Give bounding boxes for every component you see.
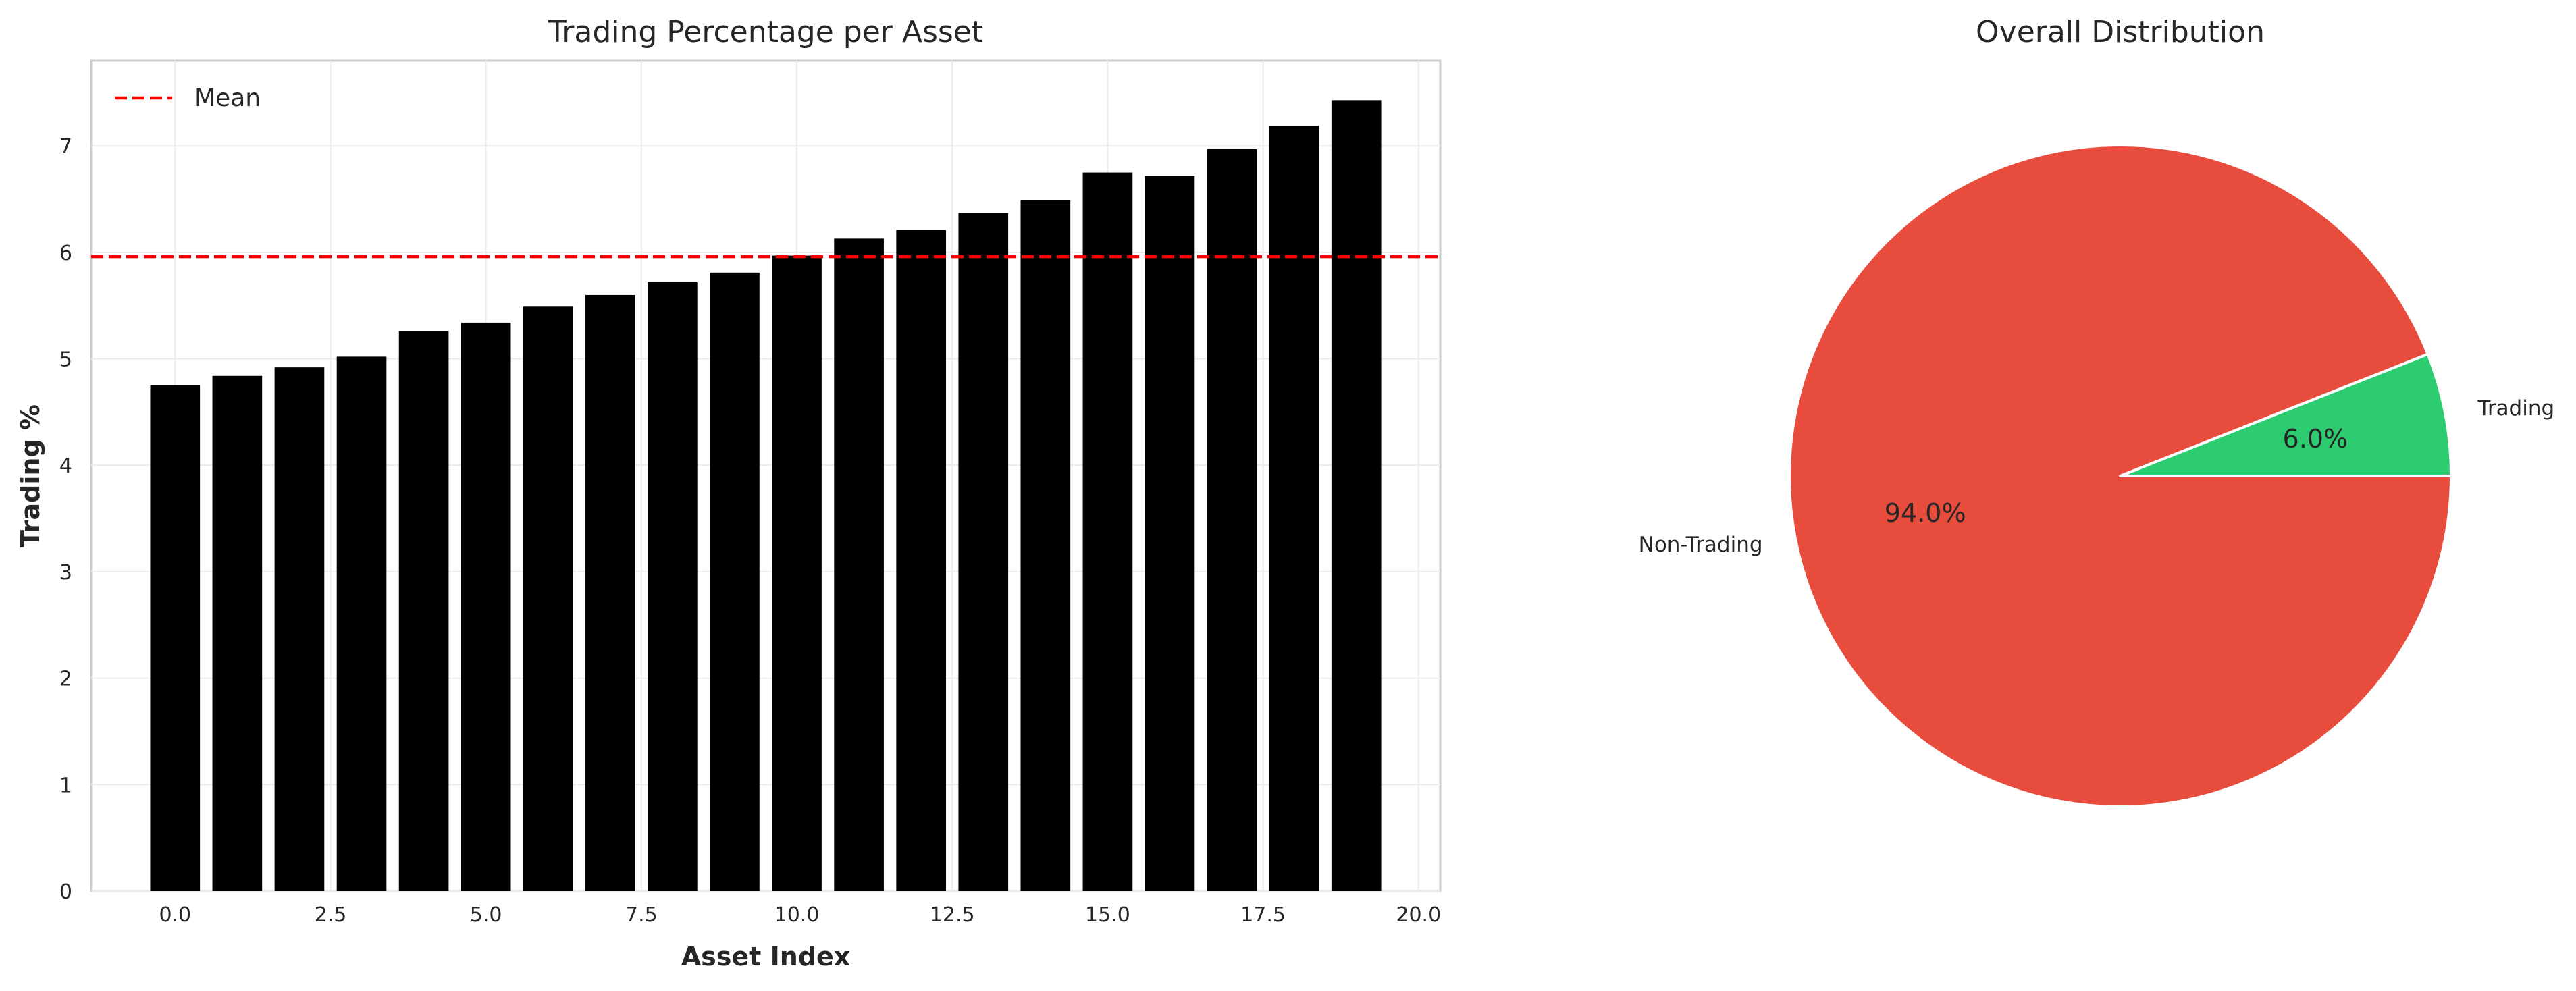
y-tick-label: 4	[59, 454, 72, 478]
x-tick-label: 0.0	[159, 903, 191, 927]
bar	[1020, 200, 1071, 892]
bar-marks	[150, 100, 1382, 892]
bar-chart-title: Trading Percentage per Asset	[548, 15, 983, 49]
x-tick-label: 2.5	[315, 903, 347, 927]
bar-ticks: 0.0 2.5 5.0 7.5 10.0 12.5 15.0 17.5 20.0 0 1 2 3 4 5 6 7	[59, 135, 1441, 927]
bar	[585, 294, 635, 891]
bar-x-axis-label: Asset Index	[681, 942, 851, 971]
y-tick-label: 3	[59, 561, 72, 585]
bar	[398, 331, 449, 891]
bar	[274, 367, 325, 891]
x-tick-label: 20.0	[1396, 903, 1441, 927]
bar	[958, 213, 1009, 891]
x-tick-label: 10.0	[774, 903, 820, 927]
pie-pct-label: 94.0%	[1885, 498, 1966, 528]
bar	[1207, 149, 1257, 891]
pie-slice	[1788, 144, 2452, 808]
pie-slices	[1788, 144, 2452, 808]
y-tick-label: 6	[59, 242, 72, 265]
bar	[710, 272, 760, 891]
bar	[150, 385, 201, 891]
bar	[461, 322, 511, 891]
pie-labels: Trading 6.0% Non-Trading 94.0%	[1639, 396, 2555, 557]
x-tick-label: 7.5	[625, 903, 658, 927]
pie-slice-label: Non-Trading	[1639, 533, 1763, 557]
bar-legend: Mean	[115, 84, 261, 112]
bar-chart: 0.0 2.5 5.0 7.5 10.0 12.5 15.0 17.5 20.0 0 1 2 3 4 5 6 7…	[16, 15, 1442, 971]
pie-chart-title: Overall Distribution	[1976, 15, 2265, 49]
y-tick-label: 1	[59, 774, 72, 797]
pie-chart: Trading 6.0% Non-Trading 94.0% Overall Dist…	[1639, 15, 2555, 808]
bar	[772, 255, 822, 892]
y-tick-label: 5	[59, 348, 72, 372]
bar	[212, 375, 263, 891]
y-tick-label: 2	[59, 668, 72, 691]
bar	[1269, 126, 1319, 892]
x-tick-label: 5.0	[470, 903, 502, 927]
pie-slice-label: Trading	[2477, 396, 2554, 421]
x-tick-label: 12.5	[930, 903, 975, 927]
pie-pct-label: 6.0%	[2283, 424, 2348, 454]
x-tick-label: 15.0	[1085, 903, 1130, 927]
bar	[896, 230, 947, 891]
bar	[336, 356, 387, 891]
bar	[834, 238, 884, 891]
y-tick-label: 7	[59, 135, 72, 159]
bar	[1145, 176, 1195, 892]
bar	[648, 282, 698, 891]
pie-slice	[2119, 352, 2452, 477]
bar	[1082, 172, 1133, 892]
bar	[523, 306, 573, 891]
bar	[1331, 100, 1382, 891]
y-tick-label: 0	[59, 880, 72, 904]
bar-y-axis-label: Trading %	[16, 404, 45, 547]
x-tick-label: 17.5	[1240, 903, 1286, 927]
legend-mean-label: Mean	[194, 84, 261, 112]
